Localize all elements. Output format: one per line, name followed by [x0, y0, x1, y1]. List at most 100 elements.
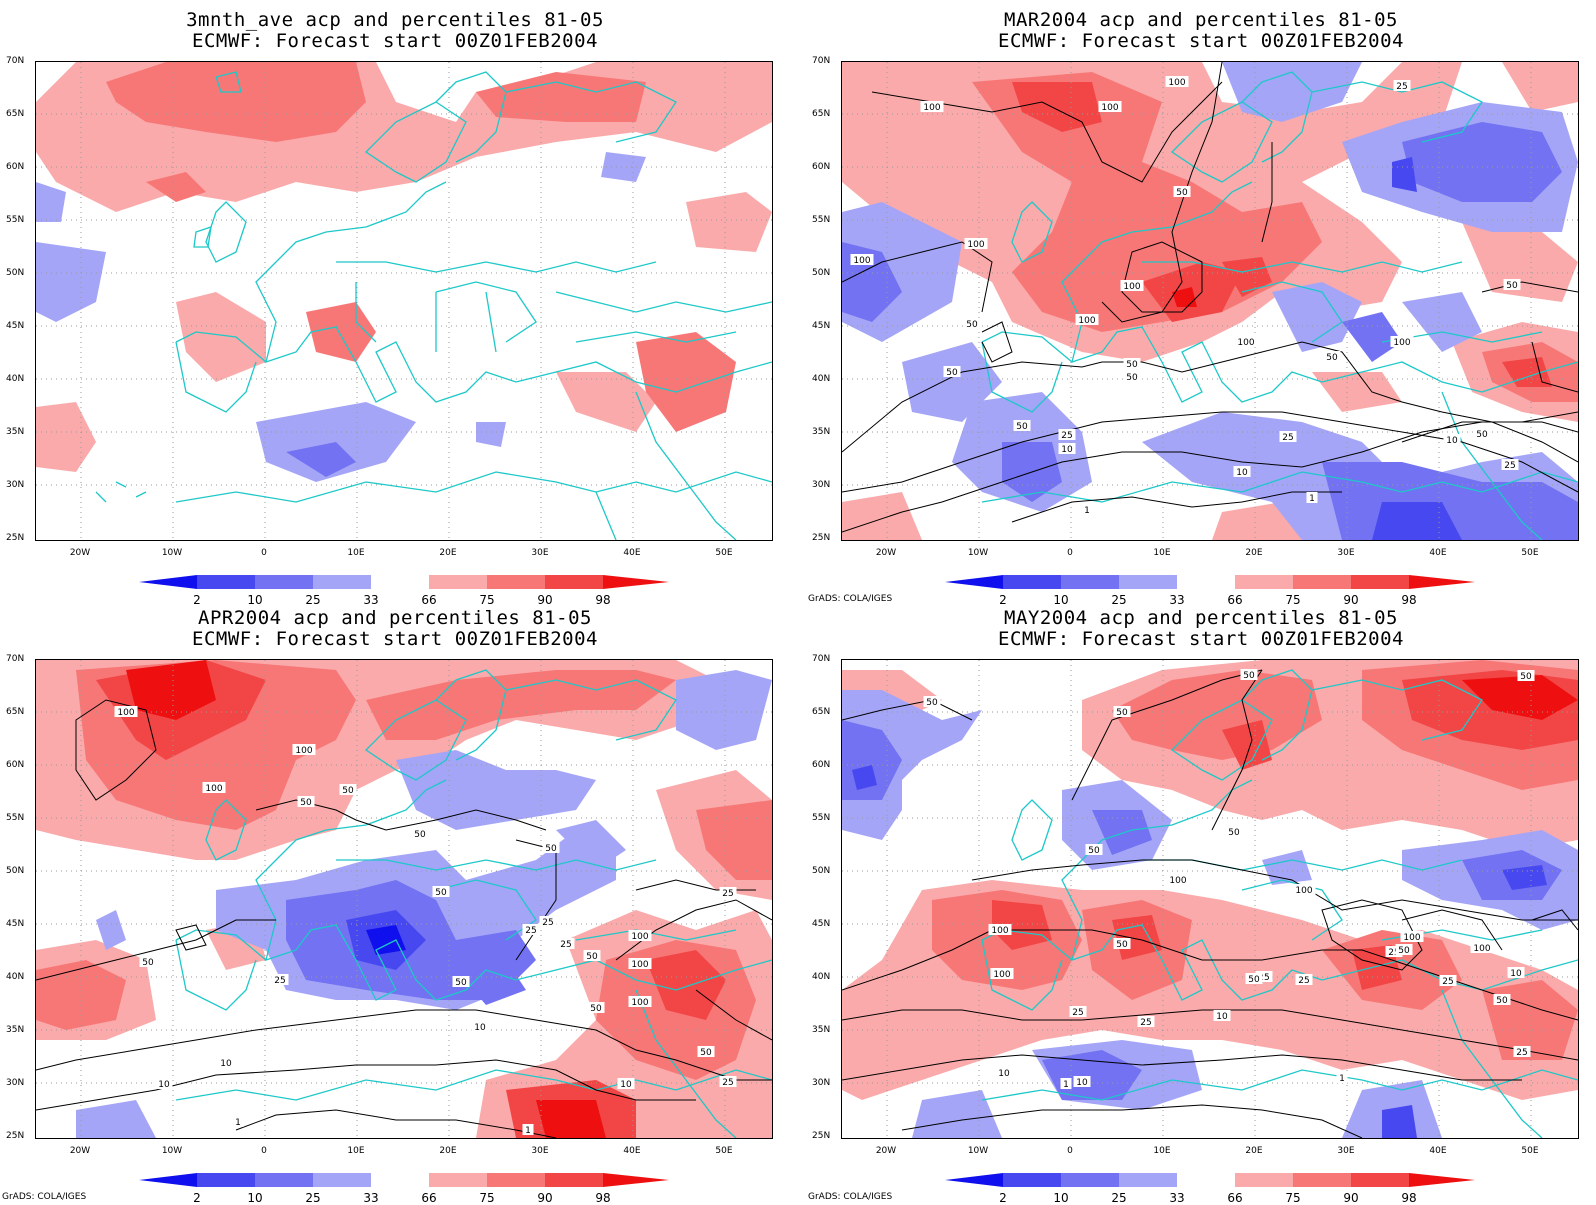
contour-label-bg: [1113, 938, 1131, 949]
cbar-label: 10: [1053, 593, 1069, 607]
cbar-seg: [1119, 1173, 1177, 1187]
contour-label-bg: [988, 924, 1012, 935]
contour-label: 25: [274, 976, 285, 986]
contour-label-bg: [1240, 669, 1258, 680]
contour-label: 1: [1063, 1080, 1069, 1090]
lat-label: 65N: [812, 109, 831, 119]
cbar-seg: [1177, 575, 1235, 589]
grads-credit: GrADS: COLA/IGES: [808, 594, 893, 604]
contour-label: 1: [1339, 1074, 1345, 1084]
cbar-label: 33: [1169, 1191, 1185, 1205]
contour-label: 25: [1504, 461, 1515, 471]
cbar-label: 66: [1227, 593, 1243, 607]
contour-label: 100: [853, 256, 870, 266]
lon-label: 30E: [1337, 1146, 1355, 1156]
cbar-seg: [1119, 575, 1177, 589]
contour-label: 100: [117, 708, 134, 718]
contour-label: 50: [1176, 188, 1188, 198]
contour-label-bg: [522, 1124, 534, 1135]
cbar-label: 75: [479, 593, 495, 607]
contour-label: 50: [926, 698, 938, 708]
contour-label-bg: [1255, 971, 1273, 982]
contour-label-bg: [1166, 874, 1190, 885]
contour-label: 25: [722, 1078, 733, 1088]
contour-label-bg: [1390, 336, 1414, 347]
contour-label-bg: [1123, 358, 1141, 369]
contour-label-bg: [271, 974, 289, 985]
contour-label: 50: [1520, 672, 1532, 682]
contour-label: 1: [1084, 506, 1090, 516]
contour-label: 100: [1101, 103, 1118, 113]
contour-label: 100: [1473, 944, 1490, 954]
lat-label: 60N: [6, 760, 25, 770]
contour-label: 100: [1168, 78, 1185, 88]
cbar-label: 33: [363, 593, 379, 607]
contour-label-bg: [1234, 336, 1258, 347]
panel-subtitle: ECMWF: Forecast start 00Z01FEB2004: [192, 628, 598, 650]
lat-label: 60N: [812, 760, 831, 770]
lon-label: 20W: [875, 548, 897, 558]
contour-label-bg: [1233, 466, 1251, 477]
panel-subtitle: ECMWF: Forecast start 00Z01FEB2004: [192, 30, 598, 52]
contour-label-bg: [471, 1021, 489, 1032]
cbar-seg: [429, 575, 487, 589]
lat-label: 50N: [812, 866, 831, 876]
contour-label-bg: [1513, 1046, 1531, 1057]
contour-label-bg: [1292, 884, 1316, 895]
contour-label: 25: [1442, 977, 1453, 987]
contour-label-bg: [1501, 459, 1519, 470]
contour-label-bg: [1336, 1072, 1348, 1083]
lon-label: 10W: [967, 1146, 989, 1156]
contour-label: 100: [1403, 933, 1420, 943]
panel-mar2004: MAR2004 acp and percentiles 81-05 ECMWF:…: [806, 0, 1596, 607]
contour-label: 100: [205, 784, 222, 794]
lat-label: 55N: [812, 813, 831, 823]
panel-subtitle: ECMWF: Forecast start 00Z01FEB2004: [998, 30, 1404, 52]
lat-label: 70N: [812, 56, 831, 66]
contour-label: 50: [1126, 373, 1138, 383]
contour-label: 1: [235, 1118, 241, 1128]
lon-label: 20E: [439, 548, 457, 558]
contour-label-bg: [114, 706, 138, 717]
contour-label-bg: [995, 1067, 1013, 1078]
panel-title: 3mnth_ave acp and percentiles 81-05: [186, 9, 604, 31]
lat-label: 65N: [6, 707, 25, 717]
cbar-label: 25: [305, 1191, 321, 1205]
contour-label-bg: [155, 1078, 173, 1089]
contour-label-bg: [297, 796, 315, 807]
contour-label-bg: [1165, 76, 1189, 87]
cbar-label: 66: [421, 1191, 437, 1205]
lon-label: 0: [261, 548, 267, 558]
cbar-seg: [197, 1173, 255, 1187]
lon-label: 10W: [967, 548, 989, 558]
contour-label: 25: [1516, 1048, 1527, 1058]
contour-label: 50: [455, 978, 467, 988]
contour-label-bg: [1113, 706, 1131, 717]
contour-label-bg: [1085, 844, 1103, 855]
contour-label: 10: [1236, 468, 1248, 478]
contour-label-bg: [964, 238, 988, 249]
contour-label: 100: [967, 240, 984, 250]
map-mar2004: 100 100 100 50 100 100 50 100 100 100 50 50 50 50 25 10…: [841, 61, 1579, 541]
cbar-label: 10: [1053, 1191, 1069, 1205]
lat-label: 30N: [812, 480, 831, 490]
contour-label-bg: [1507, 967, 1525, 978]
contour-label: 50: [342, 786, 354, 796]
cbar-label: 2: [999, 593, 1007, 607]
contour-label: 25: [722, 889, 733, 899]
cbar-seg: [487, 1173, 545, 1187]
panel-3mnth: 3mnth_ave acp and percentiles 81-05 ECMW…: [0, 0, 790, 607]
contour-label-bg: [1058, 443, 1076, 454]
contour-label: 50: [1398, 946, 1410, 956]
grads-credit: GrADS: COLA/IGES: [808, 1192, 893, 1202]
cbar-label: 2: [193, 1191, 201, 1205]
contour-label-bg: [1323, 351, 1341, 362]
lat-label: 35N: [6, 1025, 25, 1035]
map-canvas: 100 100 100 50 100 100 50 100 100 100 50 50 50 50 25 10…: [842, 62, 1578, 540]
contour-label: 25: [542, 918, 553, 928]
contour-label-bg: [139, 956, 157, 967]
contour-label-bg: [1385, 946, 1403, 957]
contour-label: 50: [300, 798, 312, 808]
lat-label: 35N: [6, 427, 25, 437]
